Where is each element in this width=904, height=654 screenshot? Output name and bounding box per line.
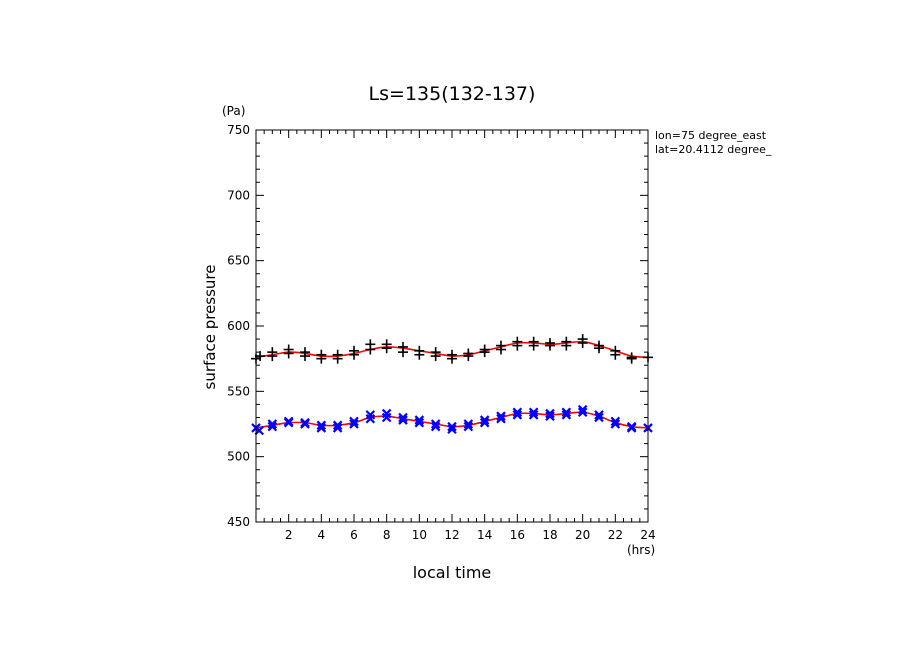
plus-marker: [577, 337, 588, 348]
x-marker: [283, 417, 294, 428]
x-tick-label: 22: [608, 528, 623, 542]
plus-marker: [381, 343, 392, 354]
x-marker: [528, 407, 539, 418]
plus-marker: [545, 340, 555, 351]
x-marker: [267, 419, 278, 429]
x-marker: [496, 413, 506, 424]
x-marker: [594, 410, 604, 420]
y-tick-label: 500: [227, 450, 250, 464]
plus-marker: [349, 349, 359, 360]
y-tick-label: 750: [227, 123, 250, 137]
y-axis-label: surface pressure: [201, 265, 219, 390]
x-tick-label: 12: [444, 528, 459, 542]
plot-frame: [255, 129, 649, 523]
plus-marker: [610, 349, 621, 360]
x-marker: [349, 416, 359, 427]
x-tick-label: 10: [412, 528, 427, 542]
x-marker: [316, 423, 327, 433]
x-marker: [365, 413, 376, 424]
x-marker: [398, 415, 408, 425]
plus-marker: [626, 353, 637, 364]
x-marker: [447, 421, 457, 432]
plus-marker: [300, 351, 310, 362]
x-marker: [267, 421, 278, 432]
x-marker: [414, 415, 425, 425]
chart-title: Ls=135(132-137): [369, 83, 536, 105]
annotation-lat: lat=20.4112 degree_: [655, 143, 772, 156]
x-tick-label: 14: [477, 528, 492, 542]
x-marker: [545, 408, 555, 419]
x-unit-label: (hrs): [627, 543, 655, 557]
x-marker: [398, 412, 408, 423]
y-tick-label: 650: [227, 254, 250, 268]
plus-marker: [255, 351, 266, 362]
x-marker: [610, 419, 621, 429]
x-marker: [512, 407, 523, 418]
x-marker: [254, 425, 265, 436]
x-marker: [479, 417, 490, 428]
x-marker: [479, 415, 490, 425]
x-marker: [349, 419, 359, 429]
x-tick-label: 4: [318, 528, 326, 542]
plus-marker: [267, 347, 278, 358]
x-marker: [561, 407, 572, 418]
x-tick-label: 2: [285, 528, 293, 542]
plus-marker: [283, 348, 294, 359]
x-axis-label: local time: [413, 563, 492, 582]
x-tick-label: 18: [542, 528, 557, 542]
y-tick-label: 450: [227, 515, 250, 529]
plus-marker: [561, 340, 572, 351]
x-marker: [414, 417, 425, 428]
x-marker: [447, 424, 457, 435]
y-tick-label: 700: [227, 188, 250, 202]
x-marker: [626, 423, 637, 433]
plus-marker: [398, 347, 408, 358]
plus-marker: [594, 343, 604, 354]
plus-marker: [512, 340, 523, 351]
x-marker: [430, 419, 441, 429]
plus-marker: [365, 344, 376, 355]
x-marker: [332, 423, 343, 433]
plus-marker: [447, 353, 457, 364]
x-marker: [430, 421, 441, 432]
x-marker: [545, 411, 555, 421]
x-tick-label: 16: [510, 528, 525, 542]
x-marker: [381, 412, 392, 423]
x-marker: [332, 420, 343, 431]
plus-marker: [528, 340, 539, 351]
plus-marker: [316, 353, 327, 364]
x-marker: [463, 419, 474, 429]
x-marker: [577, 404, 588, 415]
y-unit-label: (Pa): [222, 104, 245, 118]
x-tick-label: 20: [575, 528, 590, 542]
plus-marker: [414, 349, 425, 360]
y-tick-label: 600: [227, 319, 250, 333]
x-tick-label: 24: [640, 528, 655, 542]
x-marker: [496, 411, 506, 421]
x-marker: [300, 419, 310, 429]
x-tick-label: 6: [350, 528, 358, 542]
x-marker: [561, 410, 572, 420]
plus-marker: [496, 344, 506, 355]
x-marker: [528, 410, 539, 420]
x-marker: [610, 416, 621, 427]
x-marker: [463, 421, 474, 432]
y-tick-label: 550: [227, 384, 250, 398]
plus-marker: [430, 351, 441, 362]
plus-marker: [463, 351, 474, 362]
plus-marker: [479, 347, 490, 358]
annotation-lon: lon=75 degree_east: [655, 129, 767, 142]
x-marker: [512, 410, 523, 420]
plus-marker: [332, 353, 343, 364]
x-marker: [577, 407, 588, 418]
x-tick-label: 8: [383, 528, 391, 542]
x-marker: [594, 412, 604, 423]
x-marker: [316, 420, 327, 431]
